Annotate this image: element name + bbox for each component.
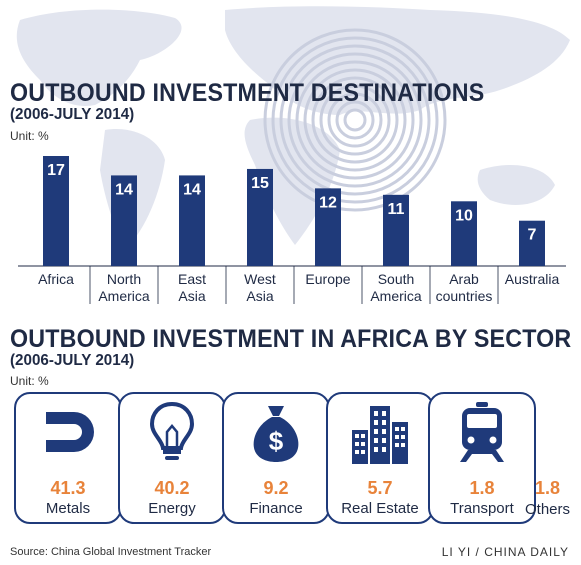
others-value: 1.8 xyxy=(534,478,561,498)
category-label: West Asia xyxy=(244,271,276,304)
bar-value-label: 7 xyxy=(528,227,537,244)
bar xyxy=(247,168,273,266)
sector-label: Energy xyxy=(148,500,196,517)
bar xyxy=(383,194,409,266)
bar-value-label: 14 xyxy=(115,181,133,198)
bar xyxy=(179,175,205,266)
section2-subtitle: (2006-JULY 2014) xyxy=(10,352,135,369)
category-label: Australia xyxy=(505,271,560,287)
section1-subtitle: (2006-JULY 2014) xyxy=(10,106,135,123)
bar xyxy=(315,188,341,266)
sector-label: Metals xyxy=(45,500,91,517)
sector-value: 9.2 xyxy=(263,478,289,498)
credit-line: LI YI / CHINA DAILY xyxy=(441,545,569,559)
bar xyxy=(451,201,477,266)
others-label: Others xyxy=(524,501,570,518)
sector-card-energy: 40.2 Energy xyxy=(118,392,226,527)
destinations-bar-chart: 17 Africa 14 North America 14 East Asia 15 West As… xyxy=(18,156,566,304)
category-label: Europe xyxy=(305,271,350,287)
sector-label: Real Estate xyxy=(341,500,419,517)
category-label: Arab countries xyxy=(436,271,493,304)
category-label: Africa xyxy=(38,271,74,287)
bar xyxy=(111,175,137,266)
money-bag-icon: $ xyxy=(253,406,299,462)
lightbulb-icon xyxy=(149,401,195,460)
magnet-icon xyxy=(46,412,94,452)
svg-text:$: $ xyxy=(269,426,284,456)
category-label: North America xyxy=(98,271,150,304)
bar-value-label: 15 xyxy=(251,175,269,192)
sector-card-finance: $ 9.2 Finance xyxy=(222,392,330,527)
source-note: Source: China Global Investment Tracker xyxy=(10,546,212,558)
sector-others: 1.8 Others xyxy=(520,478,575,518)
category-label: East Asia xyxy=(178,271,206,304)
sector-card-transport: 1.8 Transport xyxy=(428,392,536,527)
bar-value-label: 11 xyxy=(388,201,405,218)
sector-card-metals: 41.3 Metals xyxy=(14,392,122,527)
bar xyxy=(519,220,545,266)
sector-value: 1.8 xyxy=(469,478,495,498)
bar-value-label: 10 xyxy=(455,207,473,224)
buildings-icon xyxy=(352,406,408,464)
bar-value-label: 12 xyxy=(319,194,337,211)
sector-cards: 41.3 Metals 40.2 Energy $ 9.2 Finance xyxy=(0,392,581,527)
bar-value-label: 17 xyxy=(47,162,65,179)
section1-title: OUTBOUND INVESTMENT DESTINATIONS xyxy=(10,79,485,107)
sector-card-real-estate: 5.7 Real Estate xyxy=(326,392,434,527)
section2-title: OUTBOUND INVESTMENT IN AFRICA BY SECTOR xyxy=(10,325,572,353)
bar-value-label: 14 xyxy=(183,181,201,198)
sector-label: Transport xyxy=(450,500,514,517)
bar xyxy=(43,156,69,266)
section1-unit: Unit: % xyxy=(10,129,49,143)
sector-value: 40.2 xyxy=(154,478,190,498)
sector-label: Finance xyxy=(249,500,303,517)
sector-value: 41.3 xyxy=(50,478,86,498)
section2-unit: Unit: % xyxy=(10,374,49,388)
sector-value: 5.7 xyxy=(367,478,393,498)
category-label: South America xyxy=(370,271,422,304)
train-icon xyxy=(460,402,504,462)
